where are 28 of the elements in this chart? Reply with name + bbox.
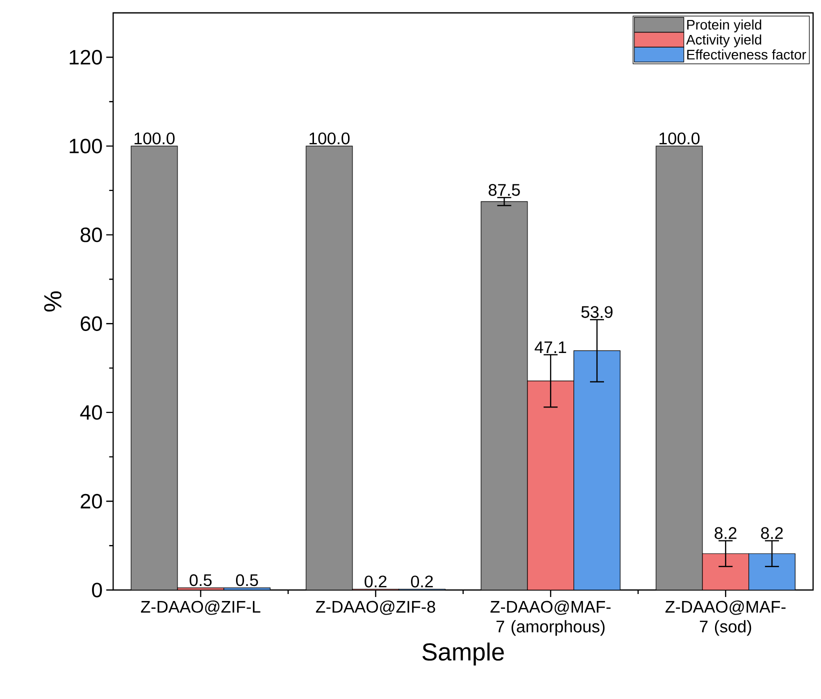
x-tick-label: Z-DAAO@MAF-7 (sod): [665, 600, 786, 636]
data-label: 0.2: [411, 576, 433, 588]
data-label: 0.5: [190, 574, 212, 586]
data-label: 87.5: [488, 184, 520, 196]
data-label: 8.2: [714, 527, 736, 540]
data-label: 100.0: [134, 132, 175, 144]
y-tick-label: 120: [70, 50, 102, 65]
y-tick-label: 100: [70, 138, 102, 154]
legend-label: Protein yield: [687, 20, 762, 32]
y-tick-label: 80: [80, 228, 102, 242]
legend-label: Effectiveness factor: [687, 49, 806, 60]
x-axis-title: Sample: [422, 642, 504, 666]
data-label: 47.1: [534, 342, 566, 354]
x-tick-label: Z-DAAO@ZIF-L: [140, 600, 260, 615]
x-tick-label: Z-DAAO@MAF-7 (amorphous): [490, 600, 611, 636]
legend-label: Activity yield: [686, 34, 762, 48]
data-label: 0.2: [364, 576, 386, 588]
data-label: 8.2: [761, 527, 783, 540]
y-tick-label: 60: [80, 316, 102, 331]
data-label: 100.0: [310, 132, 350, 144]
data-label: 100.0: [660, 132, 700, 144]
y-tick-label: 40: [80, 405, 102, 420]
y-axis-title: %: [44, 291, 62, 312]
x-tick-label: Z-DAAO@ZIF-8: [316, 600, 436, 615]
y-tick-label: 20: [80, 494, 102, 509]
data-label: 53.9: [581, 306, 613, 318]
data-label: 0.5: [236, 574, 258, 586]
y-tick-label: 0: [92, 582, 102, 598]
